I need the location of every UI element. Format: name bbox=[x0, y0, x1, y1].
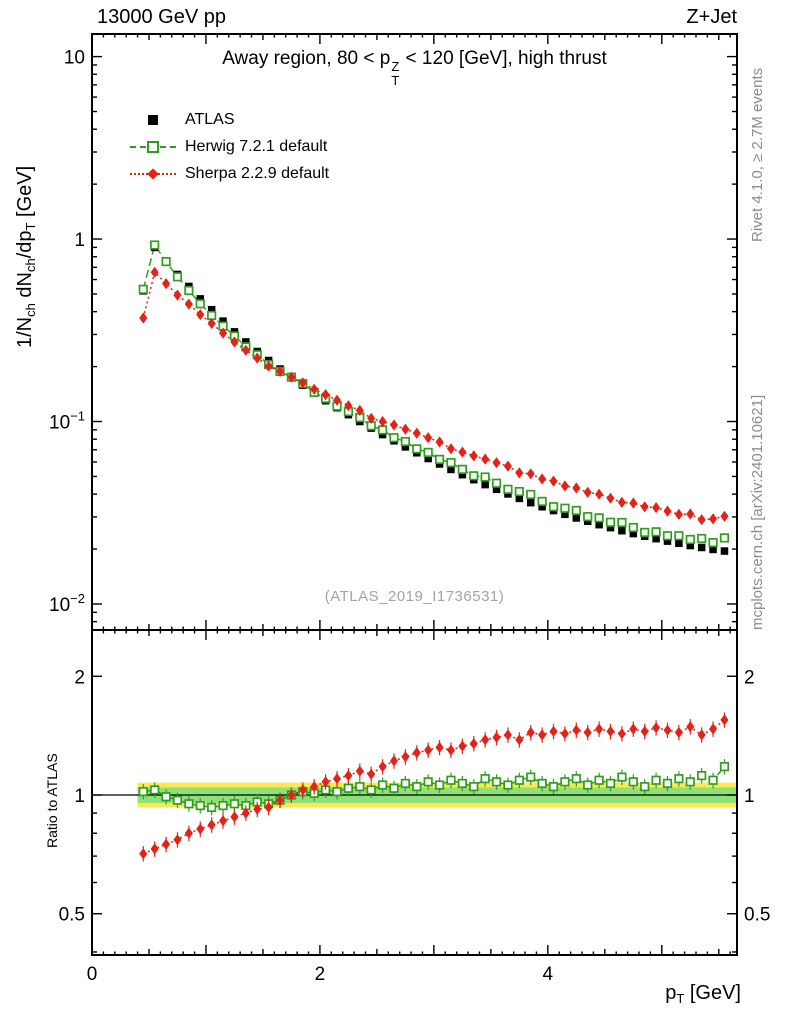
ratio-tick-label-left: 0.5 bbox=[59, 905, 85, 926]
ylabel-sub: ch bbox=[23, 258, 38, 273]
plot-title-sup: Z bbox=[391, 59, 400, 74]
y-tick-label: 10−2 bbox=[49, 591, 85, 616]
x-axis-title: pT [GeV] bbox=[665, 982, 741, 1006]
ratio-panel-series bbox=[92, 712, 737, 862]
panel-frame bbox=[91, 629, 738, 956]
y-tick-label: 10−1 bbox=[49, 409, 85, 434]
ratio-axis-title: Ratio to ATLAS bbox=[44, 753, 60, 848]
legend-marker-sherpa bbox=[130, 166, 176, 182]
ratio-tick-label-left: 1 bbox=[74, 786, 85, 807]
plot-title-sub: T bbox=[391, 72, 400, 88]
legend-marker-atlas bbox=[130, 112, 176, 128]
legend-label-atlas: ATLAS bbox=[185, 110, 235, 128]
ylabel-part: [GeV] bbox=[14, 165, 36, 223]
ratio-tick-label-left: 2 bbox=[74, 667, 85, 688]
x-tick-label: 2 bbox=[315, 964, 326, 985]
herwig-marker-icon bbox=[147, 140, 159, 153]
legend-item-sherpa: Sherpa 2.2.9 default bbox=[130, 160, 329, 187]
x-tick-label: 0 bbox=[87, 964, 98, 985]
plot-title-pre: Away region, 80 < p bbox=[222, 48, 391, 69]
legend-label-herwig: Herwig 7.2.1 default bbox=[185, 137, 328, 155]
ratio-tick-label-right: 2 bbox=[744, 667, 755, 688]
ylabel-part: dN bbox=[14, 272, 36, 304]
atlas-marker-icon bbox=[148, 114, 158, 125]
x-tick-label: 4 bbox=[543, 964, 554, 985]
legend: ATLAS Herwig 7.2.1 default Sherpa 2.2.9 … bbox=[130, 106, 329, 187]
xlabel-sub: T bbox=[676, 991, 685, 1006]
xlabel-part: [GeV] bbox=[684, 982, 741, 1004]
beam-energy-label: 13000 GeV pp bbox=[97, 6, 226, 28]
xlabel-part: p bbox=[665, 982, 677, 1004]
analysis-watermark: (ATLAS_2019_I1736531) bbox=[324, 588, 505, 605]
plot-title-post: < 120 [GeV], high thrust bbox=[400, 48, 607, 69]
rivet-version-note: Rivet 4.1.0, ≥ 2.7M events bbox=[749, 67, 766, 242]
mcplots-source-note: mcplots.cern.ch [arXiv:2401.10621] bbox=[749, 394, 766, 630]
ylabel-part: 1/N bbox=[14, 316, 36, 348]
ylabel-sub: T bbox=[23, 222, 38, 231]
legend-item-atlas: ATLAS bbox=[130, 106, 329, 133]
sherpa-marker-icon bbox=[147, 167, 159, 180]
ratio-tick-label-right: 0.5 bbox=[744, 905, 770, 926]
ratio-tick-label-right: 1 bbox=[744, 786, 755, 807]
main-panel-series bbox=[138, 240, 730, 555]
y-tick-label: 10 bbox=[64, 48, 85, 69]
ylabel-part: /dp bbox=[14, 230, 36, 259]
ylabel-sub: ch bbox=[23, 303, 38, 317]
legend-item-herwig: Herwig 7.2.1 default bbox=[130, 133, 329, 160]
process-label: Z+Jet bbox=[686, 6, 737, 28]
y-axis-title: 1/Nch dNch/dpT [GeV] bbox=[14, 166, 38, 348]
legend-label-sherpa: Sherpa 2.2.9 default bbox=[185, 164, 330, 182]
legend-marker-herwig bbox=[130, 139, 176, 155]
y-tick-label: 1 bbox=[74, 230, 85, 251]
